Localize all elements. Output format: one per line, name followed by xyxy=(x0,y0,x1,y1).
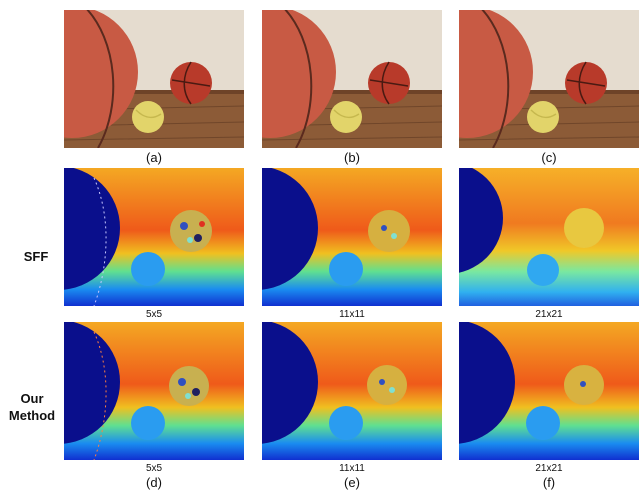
caption-e: (e) xyxy=(344,475,360,490)
our-method-window-size-5x5: 5x5 xyxy=(145,463,163,474)
caption-f: (f) xyxy=(542,475,556,490)
sff-depth-map-11x11 xyxy=(262,168,442,306)
caption-b: (b) xyxy=(344,150,360,165)
photo-a xyxy=(64,10,244,148)
caption-a: (a) xyxy=(146,150,162,165)
row-label-our: Our xyxy=(20,391,44,406)
our-method-depth-map-11x11 xyxy=(262,322,442,460)
caption-d: (d) xyxy=(146,475,162,490)
our-method-depth-map-21x21 xyxy=(459,322,639,460)
sff-window-size-21x21: 21x21 xyxy=(535,309,563,320)
sff-window-size-11x11: 11x11 xyxy=(339,309,365,320)
row-label-method: Method xyxy=(8,408,56,423)
photo-c xyxy=(459,10,639,148)
our-method-window-size-21x21: 21x21 xyxy=(535,463,563,474)
sff-window-size-5x5: 5x5 xyxy=(145,309,163,320)
caption-c: (c) xyxy=(541,150,557,165)
sff-depth-map-5x5 xyxy=(64,168,244,306)
sff-depth-map-21x21 xyxy=(459,168,639,306)
our-method-depth-map-5x5 xyxy=(64,322,244,460)
photo-b xyxy=(262,10,442,148)
row-label-our-method: Our Method xyxy=(4,390,60,424)
row-label-sff: SFF xyxy=(23,249,49,264)
our-method-window-size-11x11: 11x11 xyxy=(339,463,365,474)
